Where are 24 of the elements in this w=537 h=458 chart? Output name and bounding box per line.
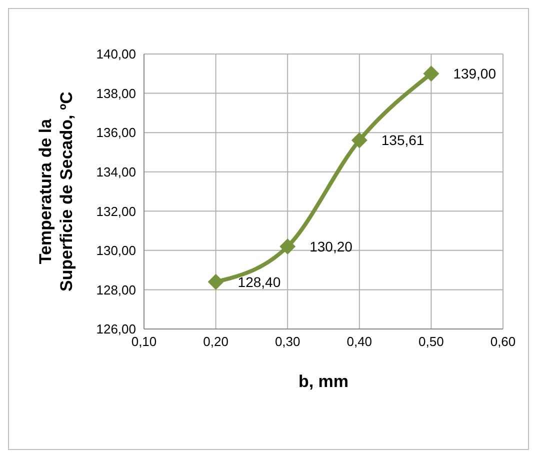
y-axis-title: Temperatura de la Superficie de Secado, ºC — [36, 92, 76, 292]
point — [351, 132, 368, 148]
x-tick-label: 0,10 — [131, 334, 157, 350]
point — [280, 238, 296, 254]
x-axis-title: b, mm — [298, 372, 349, 391]
x-tick-label: 0,20 — [203, 334, 228, 350]
data-label: 128,40 — [238, 274, 281, 290]
data-label: 139,00 — [453, 66, 496, 82]
x-tick-label: 0,60 — [490, 334, 516, 350]
y-tick-label: 128,00 — [96, 282, 136, 298]
y-tick-label: 136,00 — [96, 125, 136, 140]
y-tick-label: 140,00 — [96, 46, 136, 62]
y-tick-label: 130,00 — [96, 243, 136, 258]
y-tick-label: 138,00 — [96, 86, 136, 101]
point — [208, 274, 224, 290]
y-tick-label: 126,00 — [96, 322, 136, 337]
data-label: 130,20 — [310, 238, 353, 254]
x-tick-label: 0,30 — [274, 334, 300, 350]
y-tick-label: 134,00 — [96, 164, 136, 180]
x-tick-label: 0,50 — [418, 334, 444, 350]
data-label: 135,61 — [381, 132, 424, 148]
point — [423, 66, 440, 82]
y-tick-label: 132,00 — [96, 204, 136, 219]
x-tick-label: 0,40 — [346, 334, 372, 350]
